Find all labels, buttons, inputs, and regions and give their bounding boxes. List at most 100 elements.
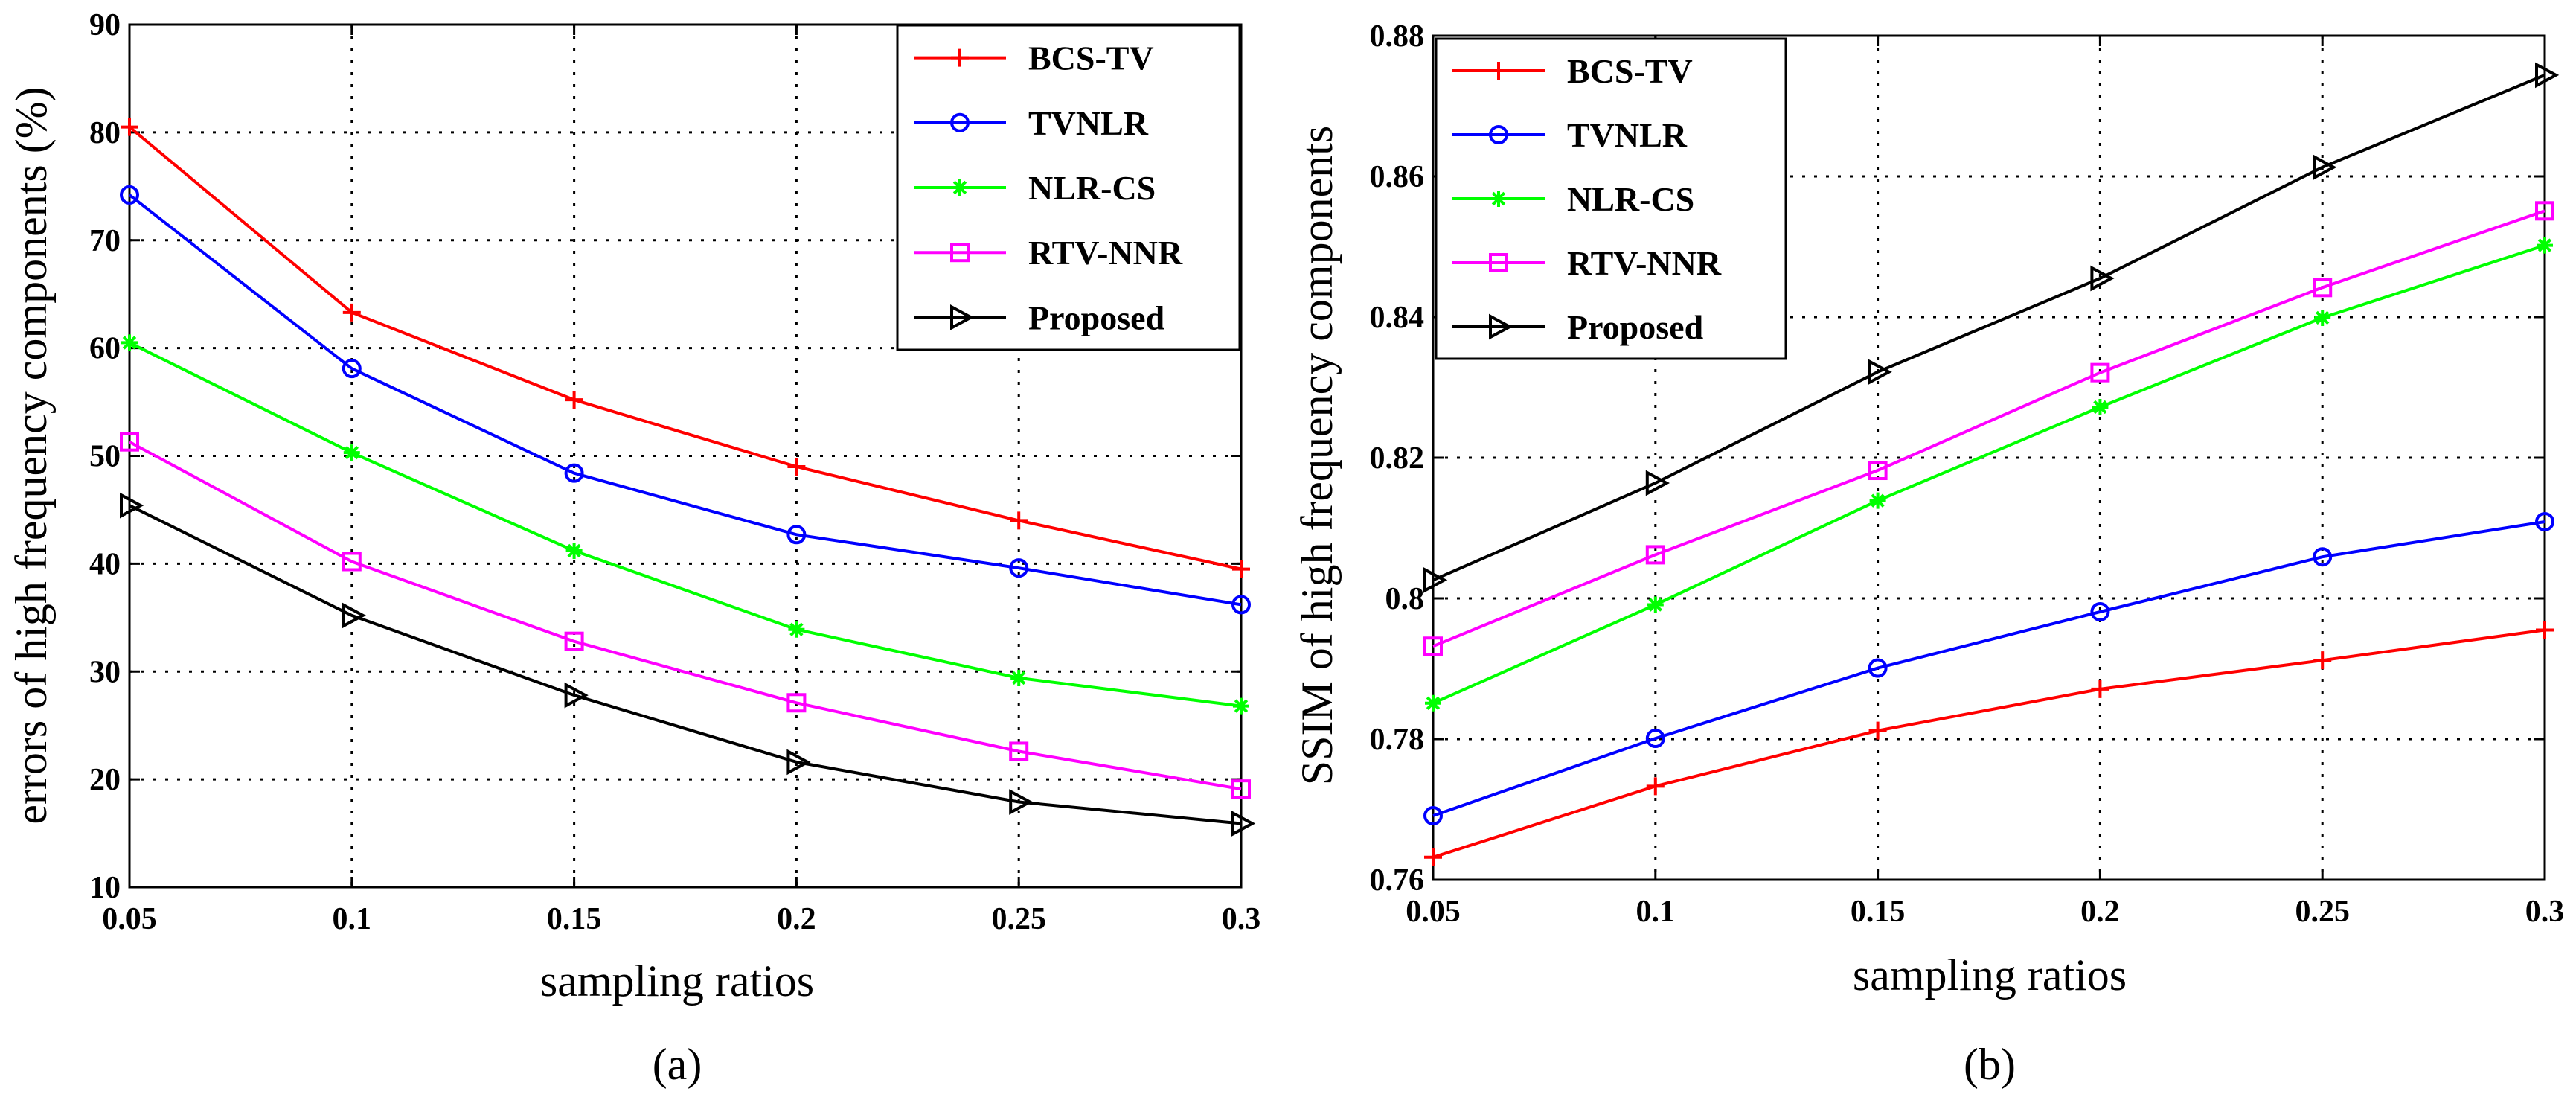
chart-a-legend-marker-nlr-cs: [952, 179, 968, 196]
chart-b-panel-label: (b): [1964, 1040, 2016, 1089]
chart-a-point-proposed: [564, 682, 589, 709]
chart-a-legend-marker-proposed: [950, 304, 975, 330]
chart-a-point-proposed: [120, 492, 144, 519]
chart-a-legend-label-bcs-tv: BCS-TV: [1028, 39, 1154, 77]
chart-a-point-bcs-tv: [565, 391, 583, 409]
chart-a-point-rtv-nnr: [786, 693, 807, 713]
chart-a-legend-label-tvnlr: TVNLR: [1028, 104, 1149, 142]
chart-b-point-rtv-nnr: [2313, 278, 2333, 298]
chart-b-point-proposed: [1868, 359, 1892, 386]
chart-b-ytick-label: 0.8: [1385, 582, 1425, 616]
chart-b-xtick-label: 0.2: [2080, 895, 2120, 929]
chart-a-ylabel: errors of high frequency components (%): [7, 86, 56, 824]
chart-a-xlabel: sampling ratios: [540, 956, 814, 1006]
chart-a-point-rtv-nnr: [1009, 741, 1029, 761]
chart-a: errors of high frequency components (%) …: [7, 8, 1260, 1089]
chart-a-point-tvnlr: [342, 359, 362, 379]
chart-b-point-bcs-tv: [2313, 651, 2332, 670]
chart-b-point-tvnlr: [2535, 511, 2554, 531]
chart-b-point-bcs-tv: [1424, 848, 1442, 866]
chart-b-point-nlr-cs: [2314, 309, 2331, 326]
chart-b-point-tvnlr: [1423, 806, 1443, 826]
chart-b-point-proposed: [2535, 62, 2560, 89]
chart-a-point-rtv-nnr: [1231, 779, 1251, 799]
chart-b-point-bcs-tv: [2536, 621, 2554, 639]
chart-a-point-proposed: [1009, 789, 1034, 815]
chart-b-xlabel: sampling ratios: [1853, 950, 2127, 1000]
chart-a-point-nlr-cs: [1233, 697, 1249, 715]
chart-b-xtick-label: 0.15: [1851, 895, 1906, 929]
chart-a-point-nlr-cs: [1010, 669, 1028, 686]
chart-a-point-bcs-tv: [787, 457, 806, 476]
chart-a-ytick-label: 90: [89, 8, 121, 42]
chart-a-point-tvnlr: [564, 463, 584, 483]
chart-a-point-nlr-cs: [343, 444, 360, 461]
chart-b-legend-label-rtv-nnr: RTV-NNR: [1567, 244, 1722, 282]
chart-b-ytick-label: 0.86: [1370, 160, 1425, 194]
chart-b-ylabel: SSIM of high frequency components: [1292, 126, 1342, 786]
chart-a-series-line-bcs-tv: [128, 126, 1242, 571]
chart-b-point-rtv-nnr: [2090, 362, 2110, 383]
chart-b-ytick-label: 0.78: [1370, 723, 1425, 757]
chart-a-legend-label-rtv-nnr: RTV-NNR: [1028, 234, 1183, 272]
chart-b-point-bcs-tv: [2091, 680, 2109, 698]
chart-b-xtick-label: 0.25: [2295, 895, 2350, 929]
chart-b-point-nlr-cs: [1425, 694, 1441, 712]
chart-b-point-rtv-nnr: [2535, 201, 2554, 221]
chart-b-point-proposed: [2090, 265, 2115, 292]
chart-a-ytick-label: 40: [89, 547, 121, 581]
chart-b: SSIM of high frequency components sampli…: [1292, 19, 2564, 1089]
chart-b-ytick-label: 0.88: [1370, 19, 1425, 54]
chart-b-point-rtv-nnr: [1645, 545, 1665, 565]
chart-a-series-line-proposed: [129, 504, 1242, 825]
chart-b-point-proposed: [1423, 567, 1448, 593]
chart-b-legend-marker-bcs-tv: [1490, 62, 1508, 80]
chart-b-point-nlr-cs: [2092, 398, 2109, 415]
chart-a-xtick-label: 0.25: [991, 902, 1046, 936]
chart-b-xtick-label: 0.05: [1406, 895, 1461, 929]
chart-b-point-tvnlr: [1868, 658, 1888, 678]
chart-b-legend-label-tvnlr: TVNLR: [1567, 116, 1688, 154]
chart-a-point-rtv-nnr: [120, 432, 139, 452]
chart-b-ytick-label: 0.82: [1370, 441, 1425, 476]
chart-b-point-nlr-cs: [1869, 492, 1886, 509]
chart-b-point-tvnlr: [2313, 547, 2333, 567]
chart-a-legend-label-nlr-cs: NLR-CS: [1028, 169, 1156, 207]
chart-a-point-proposed: [1231, 811, 1256, 837]
chart-a-legend-marker-rtv-nnr: [950, 243, 970, 263]
chart-a-xtick-label: 0.3: [1222, 902, 1261, 936]
chart-b-legend-marker-rtv-nnr: [1489, 253, 1508, 272]
chart-a-point-bcs-tv: [1232, 560, 1250, 578]
chart-a-point-nlr-cs: [565, 542, 583, 559]
chart-b-point-nlr-cs: [1647, 596, 1664, 613]
chart-b-legend-marker-tvnlr: [1489, 125, 1508, 144]
chart-a-point-tvnlr: [120, 185, 139, 205]
chart-a-panel-label: (a): [653, 1040, 702, 1089]
chart-b-legend-marker-nlr-cs: [1490, 191, 1507, 207]
chart-b-xtick-label: 0.1: [1636, 895, 1676, 929]
chart-b-ytick-label: 0.76: [1370, 863, 1425, 898]
chart-b-legend-label-bcs-tv: BCS-TV: [1567, 52, 1693, 90]
chart-a-point-proposed: [342, 602, 367, 629]
chart-b-point-bcs-tv: [1646, 777, 1665, 796]
chart-a-ytick-label: 60: [89, 332, 121, 366]
chart-b-point-nlr-cs: [2537, 237, 2553, 254]
chart-a-point-nlr-cs: [788, 621, 805, 638]
chart-a-point-tvnlr: [786, 525, 807, 545]
chart-a-point-bcs-tv: [1010, 511, 1028, 530]
chart-a-ytick-label: 30: [89, 655, 121, 689]
chart-a-legend-marker-bcs-tv: [951, 48, 969, 67]
chart-b-legend-marker-proposed: [1489, 313, 1513, 340]
chart-a-point-nlr-cs: [121, 334, 138, 351]
chart-a-legend-label-proposed: Proposed: [1028, 298, 1165, 336]
chart-b-series-line-rtv-nnr: [1432, 209, 2545, 648]
chart-a-series-line-tvnlr: [128, 194, 1242, 607]
chart-b-point-tvnlr: [2090, 601, 2110, 621]
chart-a-series-line-nlr-cs: [129, 341, 1242, 708]
chart-b-point-bcs-tv: [1868, 721, 1887, 740]
chart-a-ytick-label: 20: [89, 763, 121, 797]
chart-b-point-rtv-nnr: [1868, 461, 1888, 481]
chart-a-ytick-label: 80: [89, 116, 121, 150]
chart-b-series-line-tvnlr: [1432, 520, 2545, 817]
